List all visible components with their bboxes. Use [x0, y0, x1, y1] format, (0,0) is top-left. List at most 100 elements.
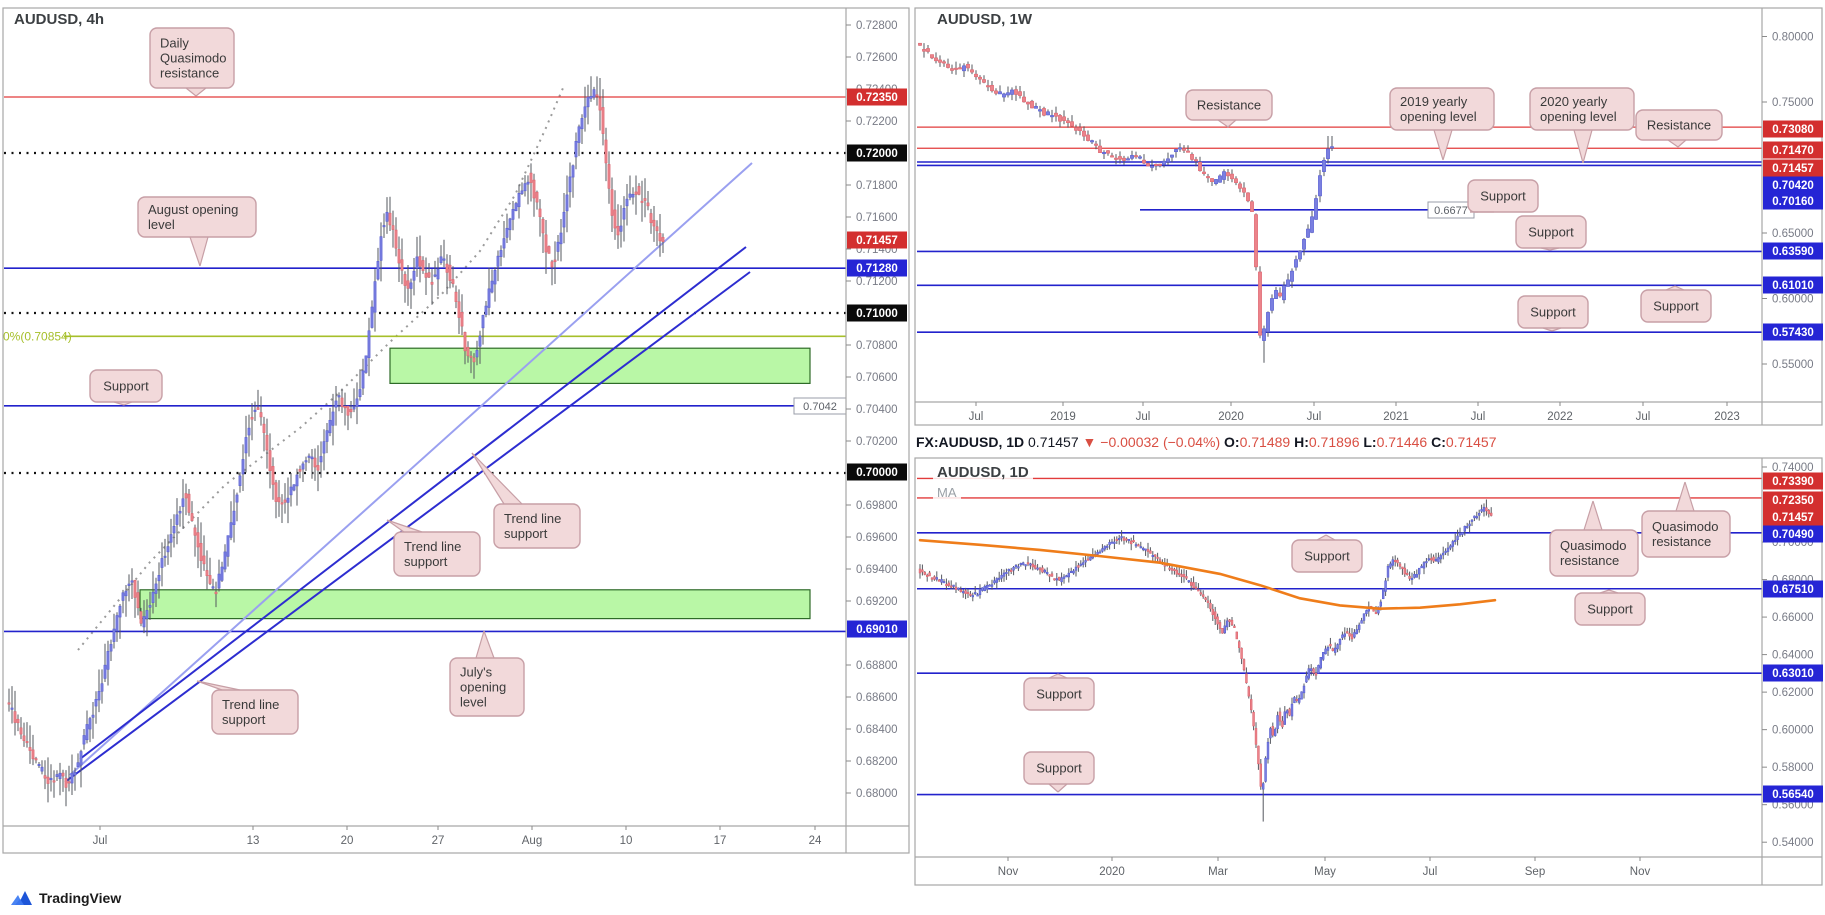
time-axis-label: 2023: [1714, 411, 1740, 423]
trend-line[interactable]: [69, 162, 753, 776]
candle-body: [1118, 156, 1122, 160]
price-label-box-red: [847, 88, 907, 106]
demand-zone[interactable]: [389, 347, 811, 385]
time-axis[interactable]: [3, 826, 909, 853]
candle-body: [1266, 741, 1270, 760]
candle-body: [1067, 572, 1071, 578]
candle-body: [166, 546, 170, 553]
candle-body: [559, 232, 563, 245]
tradingview-logo-icon: [11, 891, 32, 905]
annotation-bubble[interactable]: Resistance: [1635, 109, 1723, 148]
price-axis-label: 0.71800: [856, 180, 898, 192]
candle-body: [172, 526, 176, 534]
candle-body: [544, 234, 548, 253]
ma-line[interactable]: [918, 538, 1497, 610]
price-axis-label: 0.72200: [856, 116, 898, 128]
candle-body: [505, 227, 509, 238]
candle-body: [1226, 620, 1229, 628]
chart-plot-area[interactable]: [917, 9, 1762, 402]
candle-body: [7, 702, 11, 705]
annotation-bubble[interactable]: Support: [1574, 589, 1646, 626]
candle-body: [1490, 512, 1493, 516]
trend-line[interactable]: [79, 246, 747, 760]
candle-body: [961, 591, 965, 594]
annotation-text: Support: [103, 379, 149, 394]
candle-body: [930, 54, 934, 59]
candle-body: [493, 270, 497, 285]
candle-body: [954, 586, 958, 590]
candle-body: [1288, 708, 1291, 716]
candle-body: [82, 735, 86, 745]
candle-body: [1022, 96, 1026, 103]
candle-body: [1082, 130, 1086, 137]
candle-body: [613, 209, 617, 229]
annotation-bubble[interactable]: Support: [1517, 295, 1589, 332]
candle-body: [85, 724, 89, 741]
candle-body: [304, 460, 308, 463]
annotation-bubble[interactable]: Support: [1291, 534, 1363, 573]
candle-body: [412, 270, 416, 281]
annotation-bubble[interactable]: Support: [89, 369, 163, 406]
price-axis-label: 0.69800: [856, 500, 898, 512]
time-axis[interactable]: [915, 857, 1822, 885]
annotation-bubble[interactable]: Support: [1467, 179, 1539, 213]
candle-body: [1312, 668, 1315, 674]
candle-body: [1146, 549, 1150, 552]
candle-body: [970, 69, 974, 73]
annotation-bubble[interactable]: Support: [1515, 215, 1587, 251]
candle-body: [466, 346, 470, 357]
candle-body: [532, 179, 536, 199]
candle-body: [1242, 659, 1246, 671]
price-axis-label: 0.74000: [1772, 462, 1814, 474]
tradingview-logo[interactable]: TradingView: [10, 888, 121, 908]
ma-indicator-label[interactable]: MA: [933, 485, 961, 500]
candle-body: [1398, 563, 1402, 567]
chart-plot-area[interactable]: [4, 9, 846, 826]
candle-body: [950, 68, 954, 71]
price-axis[interactable]: [1762, 8, 1822, 425]
candle-body: [217, 573, 221, 589]
status-close-value: 0.71457: [1445, 434, 1497, 450]
annotation-bubble[interactable]: Support: [1640, 285, 1712, 323]
candle-body: [981, 587, 984, 591]
status-direction-icon: ▼: [1082, 434, 1097, 450]
candle-body: [628, 193, 632, 198]
annotation-bubble[interactable]: Support: [1023, 751, 1095, 793]
candle-body: [1014, 564, 1018, 568]
candle-body: [1360, 620, 1363, 624]
candle-body: [1009, 569, 1013, 572]
candle-body: [154, 583, 158, 594]
annotation-text: level: [460, 695, 487, 710]
price-axis-label: 0.60000: [1772, 725, 1814, 737]
chart-plot-area[interactable]: [917, 459, 1762, 857]
candle-body: [40, 766, 44, 772]
candle-body: [1026, 101, 1030, 105]
annotation-tail-edge: [195, 87, 207, 97]
candle-body: [1202, 171, 1206, 174]
candle-body: [1166, 158, 1170, 163]
time-axis[interactable]: [915, 402, 1822, 425]
annotation-bubble[interactable]: Resistance: [1185, 89, 1273, 128]
annotation-bubble[interactable]: Support: [1023, 673, 1095, 711]
candle-body: [1142, 159, 1146, 164]
status-low-value: 0.71446: [1376, 434, 1428, 450]
candle-body: [562, 211, 566, 228]
demand-zone[interactable]: [139, 589, 811, 620]
annotation-tail-edge: [189, 236, 201, 267]
price-label-box-red: [1763, 141, 1823, 159]
annotation-text: Support: [1653, 299, 1699, 314]
candle-body: [1271, 726, 1275, 736]
candle-body: [930, 577, 934, 580]
price-label-text: 0.63010: [1772, 668, 1814, 680]
candle-body: [985, 584, 989, 590]
